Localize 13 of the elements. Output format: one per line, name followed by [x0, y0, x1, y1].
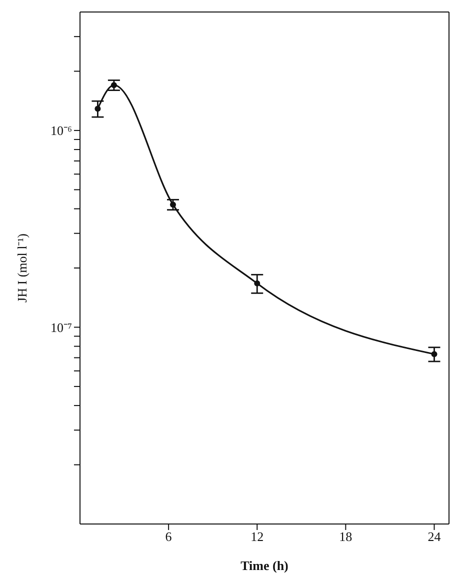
- x-axis-title: Time (h): [240, 558, 288, 573]
- x-tick-label: 24: [428, 529, 442, 544]
- point: [254, 280, 260, 286]
- x-tick-label: 18: [339, 529, 352, 544]
- x-tick-label: 12: [250, 529, 264, 544]
- x-tick-label: 6: [165, 529, 172, 544]
- point: [170, 202, 176, 208]
- point: [431, 351, 438, 358]
- y-tick-label: 10⁻⁶: [50, 123, 72, 138]
- y-axis-title: JH I (mol l⁻¹): [14, 234, 30, 302]
- y-tick-label: 10⁻⁷: [50, 320, 72, 335]
- point: [110, 82, 117, 88]
- point: [94, 106, 101, 112]
